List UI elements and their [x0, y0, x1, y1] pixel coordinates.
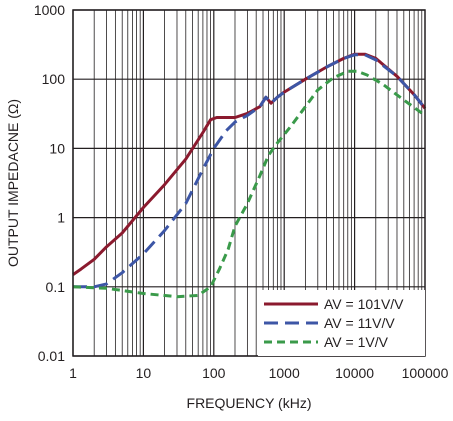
legend-label: AV = 11V/V [324, 315, 395, 331]
series-line-3 [72, 69, 426, 299]
y-tick-label: 1 [57, 210, 65, 226]
y-tick-label: 1000 [34, 2, 65, 18]
plot-frame [72, 9, 426, 357]
x-tick-label: 1000 [269, 365, 300, 381]
x-tick-label: 100 [202, 365, 226, 381]
y-tick-label: 100 [42, 71, 66, 87]
series-line-2 [73, 53, 427, 289]
y-tick-label: 0.01 [38, 348, 65, 364]
x-tick-label: 100000 [402, 365, 449, 381]
y-tick-label: 0.1 [46, 279, 66, 295]
x-tick-label: 10000 [335, 365, 374, 381]
y-axis-title: OUTPUT IMPEDACNE (Ω) [5, 99, 21, 267]
x-tick-label: 10 [136, 365, 152, 381]
legend: AV = 101V/V AV = 11V/V AV = 1V/V [258, 290, 425, 356]
x-axis-title: FREQUENCY (kHz) [187, 395, 312, 411]
legend-label: AV = 1V/V [324, 334, 389, 350]
x-tick-label: 1 [69, 365, 77, 381]
tick-labels: 1 10 100 1000 10000 100000 0.01 0.1 1 10 100 1000 [34, 2, 449, 381]
y-tick-label: 10 [49, 140, 65, 156]
series-line-1 [72, 52, 427, 276]
data-curves [72, 52, 427, 299]
legend-label: AV = 101V/V [324, 296, 404, 312]
